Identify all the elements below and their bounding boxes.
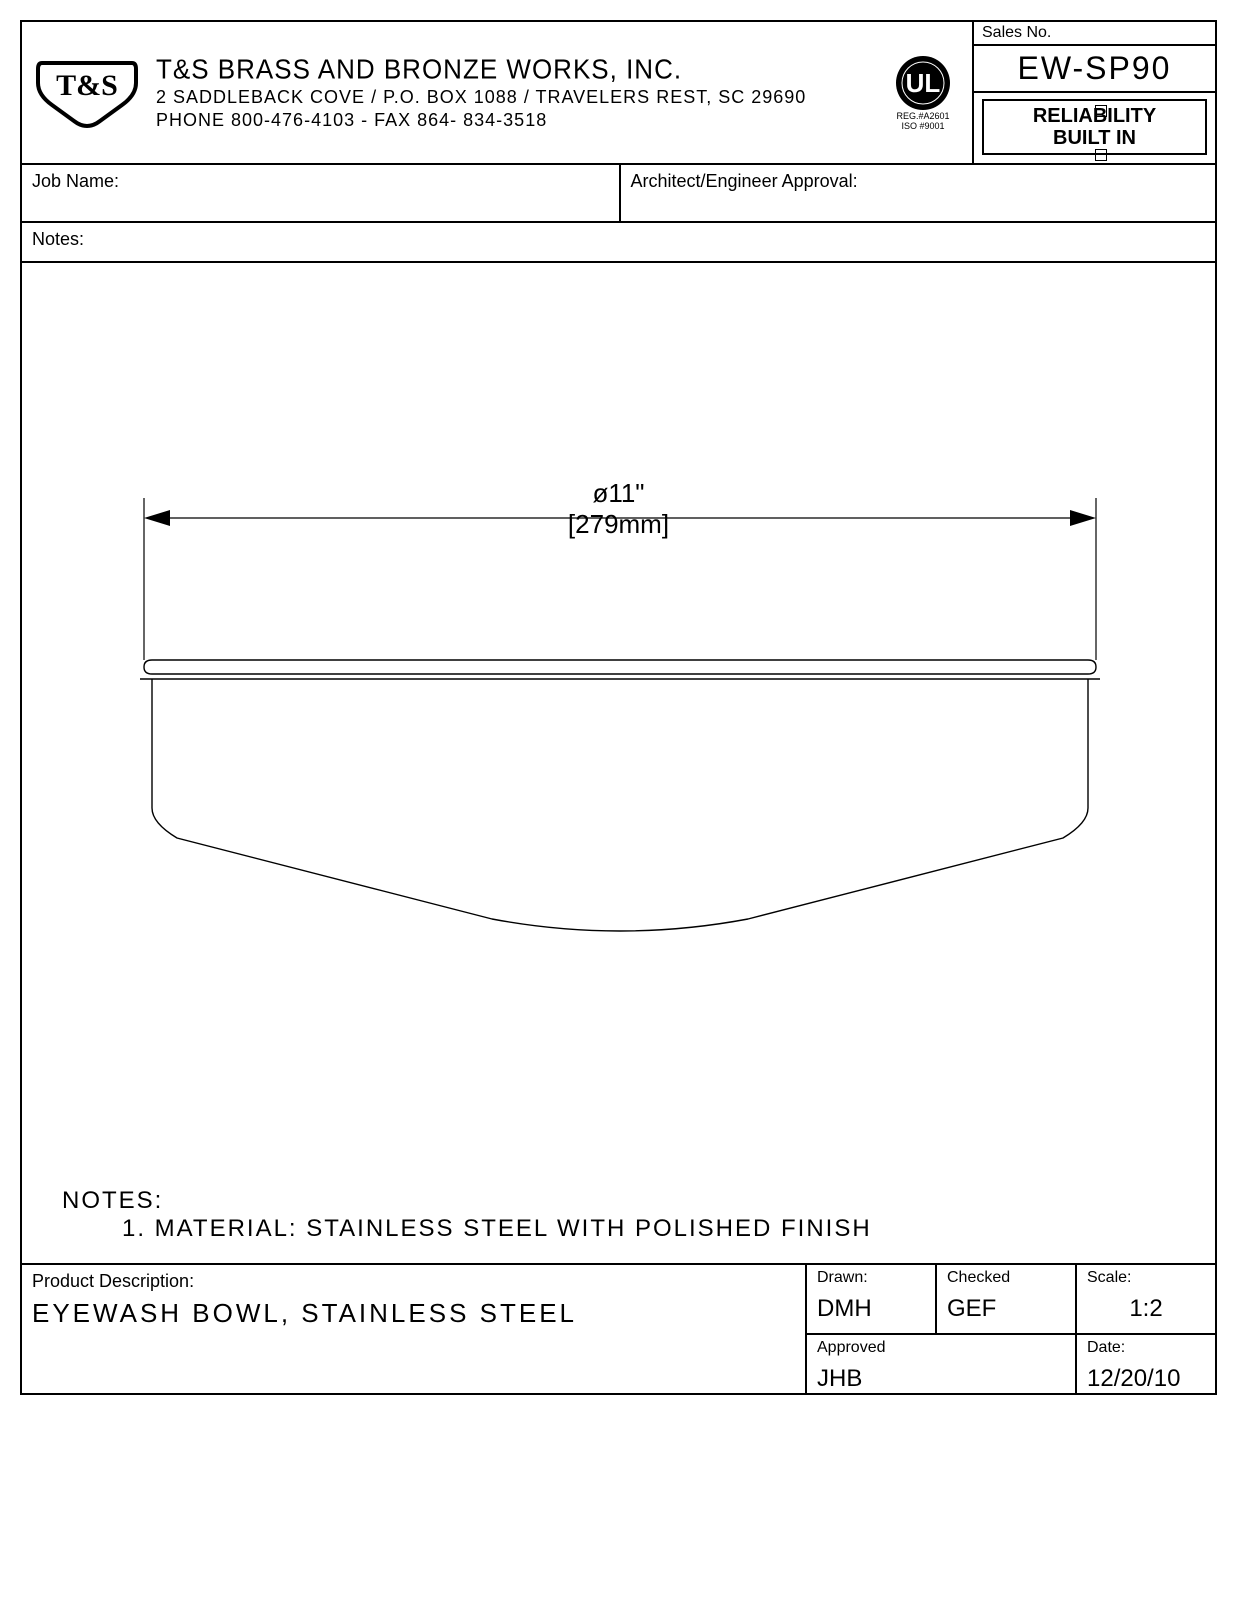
logo-text: T&S — [56, 69, 118, 102]
scale-value: 1:2 — [1087, 1295, 1205, 1323]
approved-value: JHB — [817, 1365, 1065, 1393]
company-text-block: T&S BRASS AND BRONZE WORKS, INC. 2 SADDL… — [156, 54, 870, 131]
dimension-text: ø11" [279mm] — [469, 478, 769, 540]
drawn-label: Drawn: — [817, 1269, 925, 1287]
architect-approval-cell: Architect/Engineer Approval: — [619, 165, 1216, 221]
notes-item-1: 1. MATERIAL: STAINLESS STEEL WITH POLISH… — [62, 1215, 872, 1243]
architect-approval-label: Architect/Engineer Approval: — [631, 171, 858, 191]
scale-cell: Scale: 1:2 — [1075, 1265, 1215, 1333]
date-cell: Date: 12/20/10 — [1075, 1333, 1215, 1393]
title-block: T&S T&S BRASS AND BRONZE WORKS, INC. 2 S… — [22, 22, 972, 163]
company-name: T&S BRASS AND BRONZE WORKS, INC. — [156, 53, 870, 86]
drawing-area: ø11" [279mm] NOTES: 1. MATERIAL: STAINLE… — [22, 263, 1215, 1263]
ul-certification: UL REG.#A2601 ISO #9001 — [884, 54, 962, 132]
arrowhead-right — [1070, 510, 1096, 526]
reliability-line2: BUILT IN — [984, 127, 1205, 149]
company-logo: T&S — [32, 51, 142, 135]
company-phone: PHONE 800-476-4103 - FAX 864- 834-3518 — [156, 110, 870, 131]
approved-cell: Approved JHB — [805, 1333, 1075, 1393]
footer-grid: Drawn: DMH Checked GEF Scale: 1:2 Approv… — [805, 1265, 1215, 1393]
company-address: 2 SADDLEBACK COVE / P.O. BOX 1088 / TRAV… — [156, 87, 870, 108]
sales-number-value: EW-SP90 — [974, 46, 1215, 93]
bowl-body-outline — [152, 679, 1088, 931]
notes-header-cell: Notes: — [22, 223, 1215, 263]
dimension-primary: ø11" — [469, 478, 769, 509]
drawn-value: DMH — [817, 1295, 925, 1323]
drawn-cell: Drawn: DMH — [805, 1265, 935, 1333]
reliability-slogan: RELIABILITY BUILT IN — [982, 99, 1207, 155]
scale-label: Scale: — [1087, 1269, 1205, 1287]
technical-drawing — [22, 263, 1217, 1263]
approved-label: Approved — [817, 1339, 1065, 1357]
footer-row: Product Description: EYEWASH BOWL, STAIN… — [22, 1263, 1215, 1393]
ul-iso-number: ISO #9001 — [901, 122, 944, 132]
drawn-value: GEF — [947, 1295, 1065, 1323]
job-architect-row: Job Name: Architect/Engineer Approval: — [22, 165, 1215, 223]
sales-number-label: Sales No. — [974, 22, 1215, 46]
spec-sheet: T&S T&S BRASS AND BRONZE WORKS, INC. 2 S… — [20, 20, 1217, 1395]
dimension-secondary: [279mm] — [469, 509, 769, 540]
job-name-label: Job Name: — [32, 171, 119, 191]
job-name-cell: Job Name: — [22, 165, 619, 221]
sales-block: Sales No. EW-SP90 RELIABILITY BUILT IN — [972, 22, 1215, 163]
notes-title: NOTES: — [62, 1187, 872, 1215]
checked-label: Checked — [947, 1269, 1065, 1287]
arrowhead-left — [144, 510, 170, 526]
product-description-value: EYEWASH BOWL, STAINLESS STEEL — [32, 1298, 795, 1329]
date-label: Date: — [1087, 1339, 1205, 1357]
drawing-notes: NOTES: 1. MATERIAL: STAINLESS STEEL WITH… — [62, 1187, 872, 1243]
bowl-rim — [144, 660, 1096, 674]
product-description-cell: Product Description: EYEWASH BOWL, STAIN… — [22, 1265, 805, 1393]
svg-text:UL: UL — [906, 68, 941, 98]
notes-label: Notes: — [32, 229, 84, 249]
header-row: T&S T&S BRASS AND BRONZE WORKS, INC. 2 S… — [22, 22, 1215, 165]
reliability-line1: RELIABILITY — [984, 105, 1205, 127]
date-value: 12/20/10 — [1087, 1365, 1205, 1393]
product-description-label: Product Description: — [32, 1271, 795, 1292]
checked-cell: Checked GEF — [935, 1265, 1075, 1333]
